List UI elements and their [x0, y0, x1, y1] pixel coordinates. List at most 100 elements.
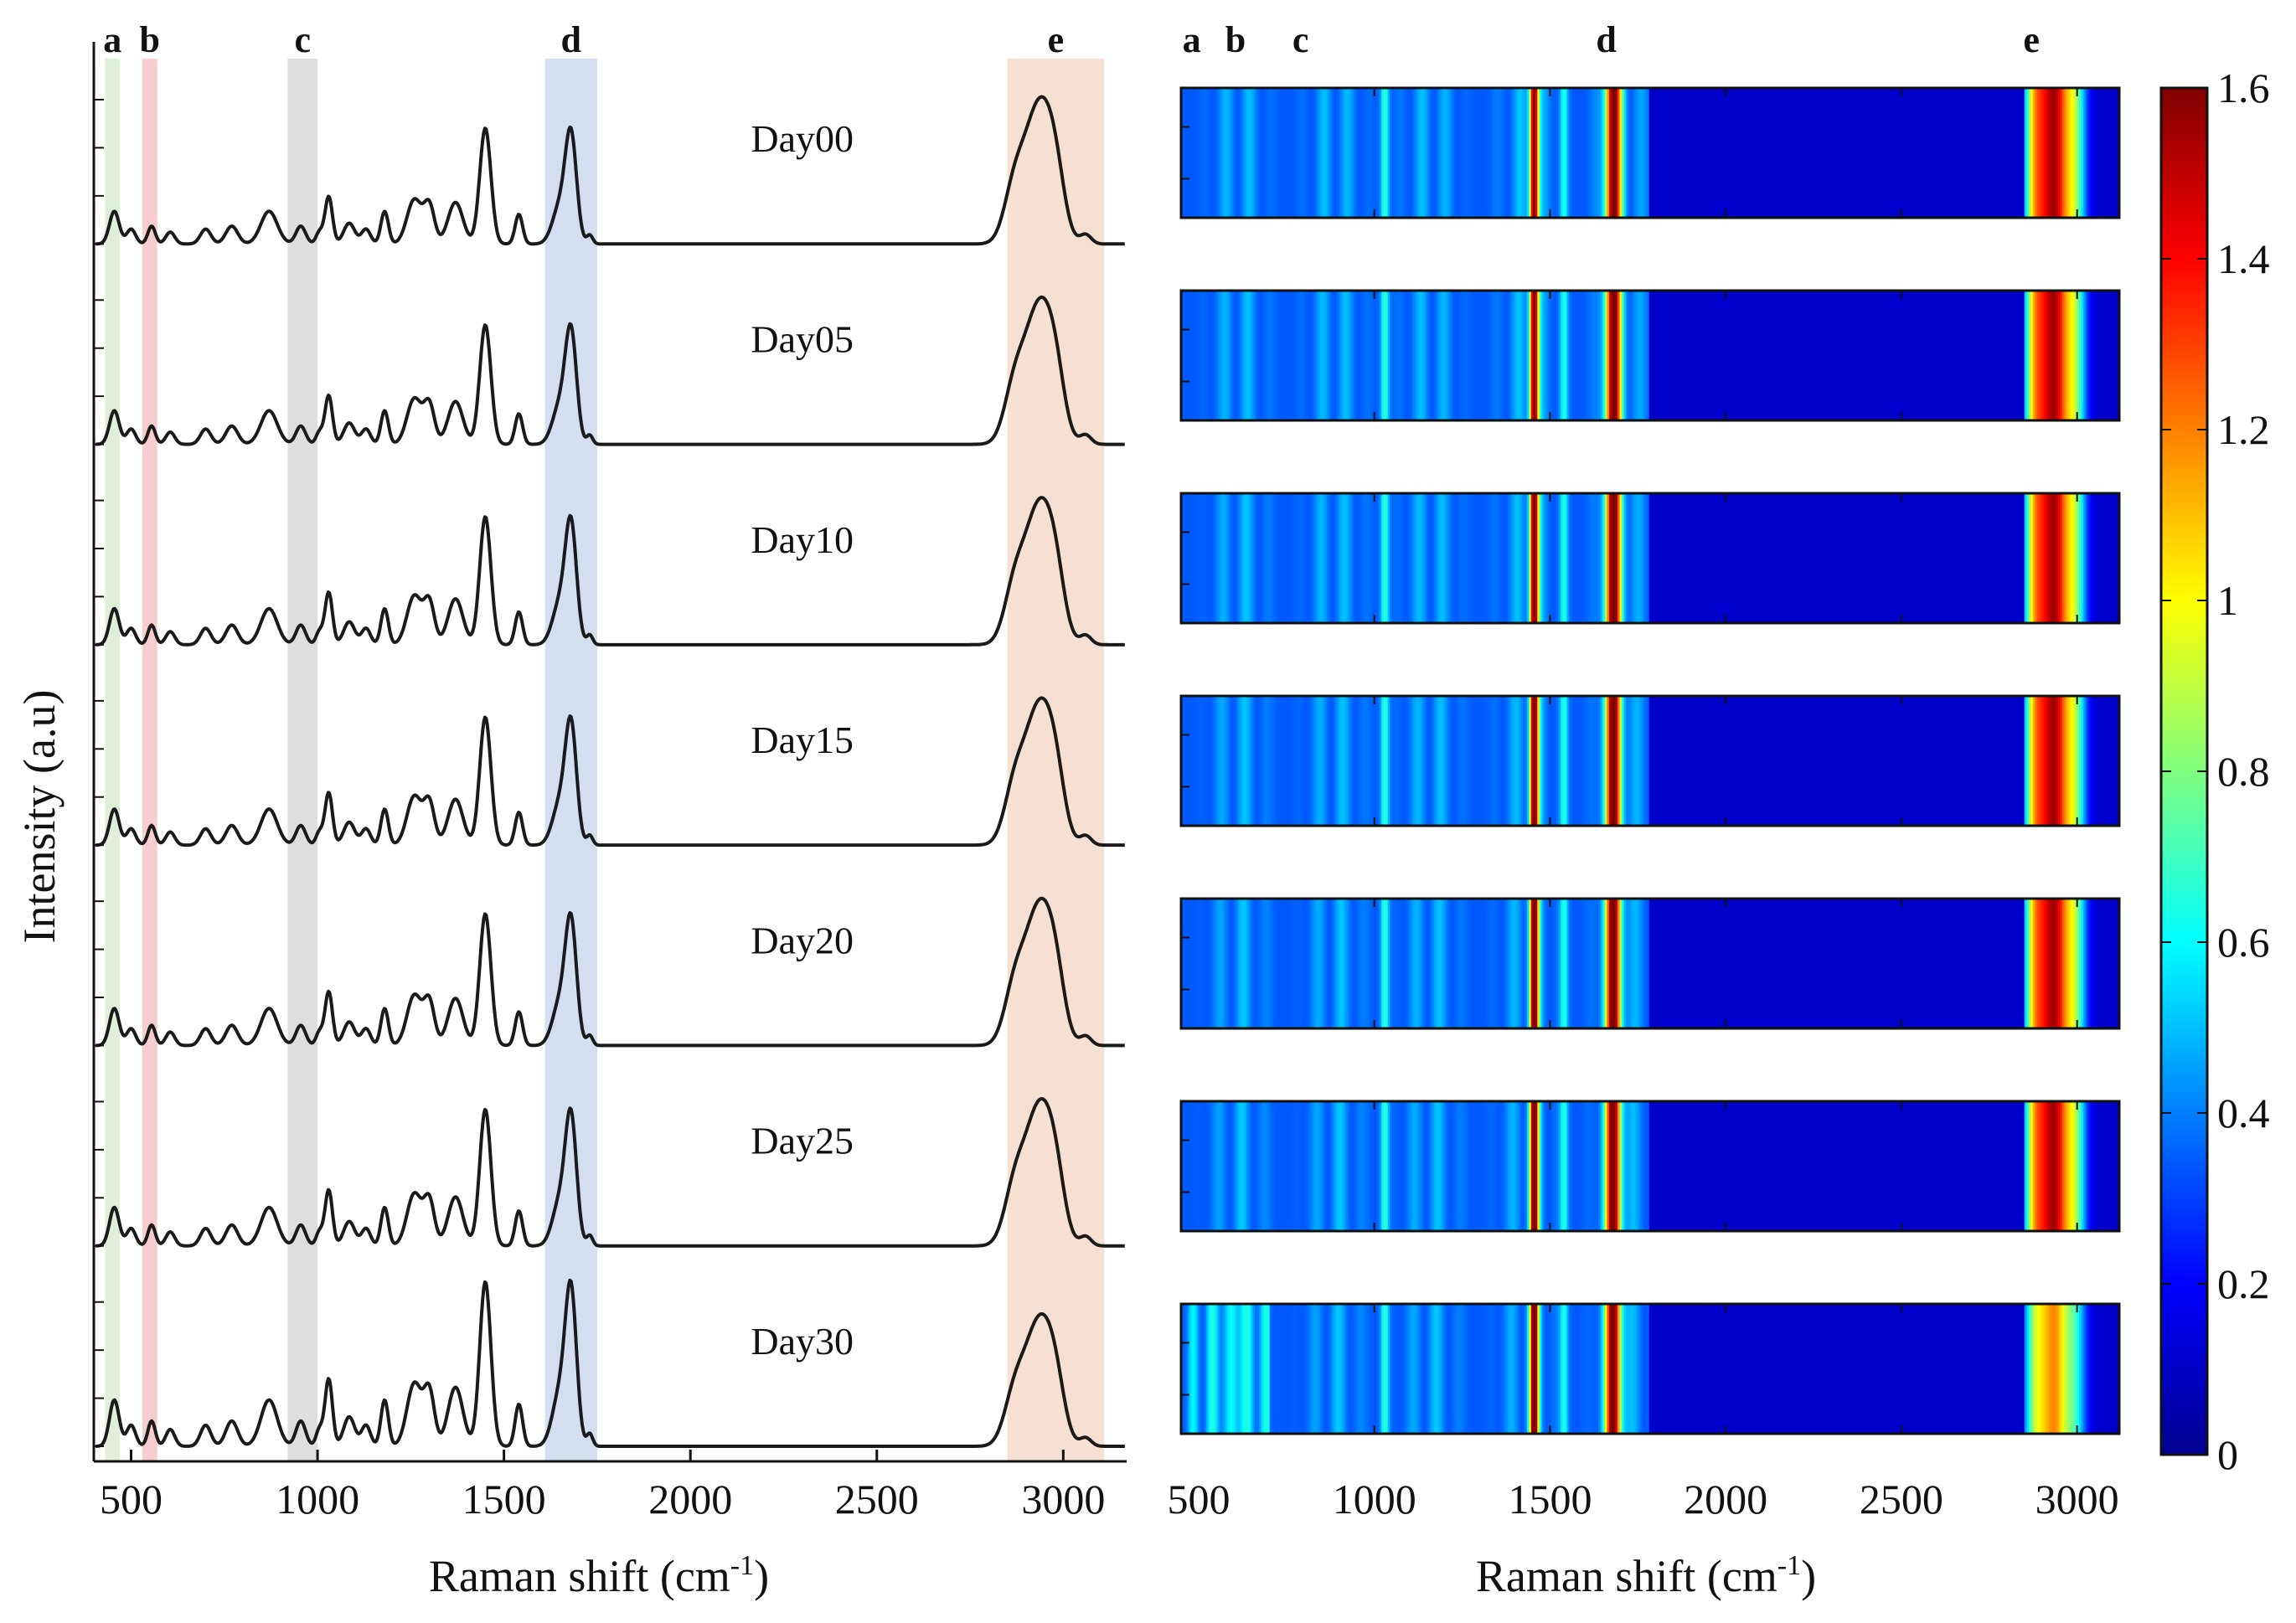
heatmap-cell	[1240, 1101, 1243, 1231]
heatmap-cell	[1558, 88, 1561, 218]
heatmap-cell	[1586, 493, 1589, 623]
heatmap-cell	[1891, 88, 1895, 218]
heatmap-cell	[1333, 696, 1336, 826]
heatmap-cell	[1954, 493, 1958, 623]
heatmap-cell	[2036, 291, 2040, 420]
right-x-tick-label: 3000	[2035, 1476, 2119, 1523]
heatmap-cell	[1665, 291, 1669, 420]
heatmap-cell	[1526, 88, 1530, 218]
heatmap-cell	[1875, 696, 1878, 826]
heatmap-cell	[1777, 899, 1781, 1028]
heatmap-cell	[1349, 291, 1353, 420]
heatmap-cell	[1975, 493, 1979, 623]
heatmap-cell	[1561, 291, 1564, 420]
heatmap-cell	[1598, 1101, 1602, 1231]
heatmap-cell	[1552, 1101, 1556, 1231]
heatmap-cell	[2075, 1304, 2078, 1434]
heatmap-cell	[1659, 696, 1663, 826]
heatmap-cell	[1872, 291, 1875, 420]
heatmap-cell	[1975, 899, 1979, 1028]
heatmap-cell	[1814, 493, 1817, 623]
heatmap-cell	[2049, 88, 2053, 218]
heatmap-cell	[1489, 493, 1492, 623]
heatmap-cell	[2039, 1101, 2042, 1231]
heatmap-cell	[1901, 291, 1905, 420]
heatmap-cell	[1640, 1304, 1643, 1434]
heatmap-cell	[1714, 1304, 1717, 1434]
heatmap-cell	[1373, 1101, 1376, 1231]
heatmap-cell	[1733, 88, 1736, 218]
heatmap-cell	[2096, 88, 2099, 218]
heatmap-cell	[1349, 493, 1353, 623]
heatmap-cell	[1632, 88, 1635, 218]
heatmap-cell	[2089, 88, 2092, 218]
heatmap-cell	[1408, 899, 1411, 1028]
heatmap-cell	[1796, 291, 1800, 420]
heatmap-cell	[1394, 899, 1397, 1028]
heatmap-cell	[1908, 696, 1912, 826]
heatmap-cell	[1577, 696, 1581, 826]
day-label-day25: Day25	[751, 1120, 854, 1162]
heatmap-cell	[1834, 1304, 1838, 1434]
heatmap-cell	[1794, 696, 1798, 826]
heatmap-cell	[2087, 899, 2091, 1028]
heatmap-cell	[1387, 696, 1390, 826]
heatmap-cell	[2110, 899, 2114, 1028]
heatmap-cell	[1189, 1304, 1193, 1434]
heatmap-cell	[1849, 899, 1852, 1028]
heatmap-cell	[1771, 1304, 1774, 1434]
heatmap-cell	[1556, 899, 1560, 1028]
heatmap-cell	[1879, 1101, 1882, 1231]
heatmap-cell	[1550, 696, 1553, 826]
heatmap-cell	[1984, 1101, 1988, 1231]
heatmap-cell	[1360, 493, 1364, 623]
heatmap-cell	[2066, 696, 2070, 826]
heatmap-cell	[1491, 493, 1494, 623]
heatmap-cell	[1704, 291, 1707, 420]
heatmap-cell	[1592, 696, 1595, 826]
heatmap-cell	[1497, 899, 1500, 1028]
heatmap-cell	[1897, 493, 1901, 623]
heatmap-cell	[1432, 291, 1435, 420]
heatmap-cell	[1782, 1304, 1785, 1434]
heatmap-cell	[1815, 899, 1819, 1028]
heatmap-cell	[1183, 291, 1186, 420]
heatmap-cell	[1643, 88, 1646, 218]
heatmap-cell	[1252, 88, 1256, 218]
heatmap-cell	[1971, 291, 1974, 420]
heatmap-cell	[1326, 1101, 1329, 1231]
heatmap-cell	[2003, 1101, 2006, 1231]
heatmap-cell	[1953, 1304, 1956, 1434]
heatmap-cell	[1933, 493, 1937, 623]
heatmap-cell	[1672, 899, 1675, 1028]
heatmap-cell	[1497, 291, 1500, 420]
heatmap-cell	[1807, 493, 1810, 623]
heatmap-cell	[1689, 88, 1692, 218]
heatmap-cell	[1373, 88, 1376, 218]
heatmap-cell	[1484, 88, 1488, 218]
heatmap-cell	[1828, 493, 1831, 623]
heatmap-cell	[1860, 899, 1863, 1028]
heatmap-cell	[1416, 696, 1421, 826]
heatmap-cell	[1714, 899, 1717, 1028]
heatmap-cell	[2072, 899, 2076, 1028]
heatmap-cell	[1329, 493, 1332, 623]
heatmap-cell	[1430, 1304, 1433, 1434]
heatmap-cell	[1324, 1304, 1328, 1434]
heatmap-cell	[1762, 291, 1766, 420]
heatmap-cell	[1676, 1304, 1679, 1434]
heatmap-cell	[1971, 88, 1974, 218]
heatmap-cell	[1468, 1304, 1471, 1434]
heatmap-cell	[1587, 493, 1591, 623]
heatmap-cell	[1341, 291, 1344, 420]
heatmap-cell	[1628, 1304, 1631, 1434]
heatmap-cell	[1851, 1101, 1855, 1231]
heatmap-cell	[1872, 1304, 1875, 1434]
heatmap-cell	[1737, 696, 1741, 826]
heatmap-cell	[1383, 1304, 1386, 1434]
heatmap-cell	[1879, 696, 1882, 826]
heatmap-cell	[1680, 291, 1684, 420]
heatmap-cell	[1297, 696, 1300, 826]
heatmap-cell	[1341, 1304, 1344, 1434]
heatmap-cell	[1290, 291, 1294, 420]
